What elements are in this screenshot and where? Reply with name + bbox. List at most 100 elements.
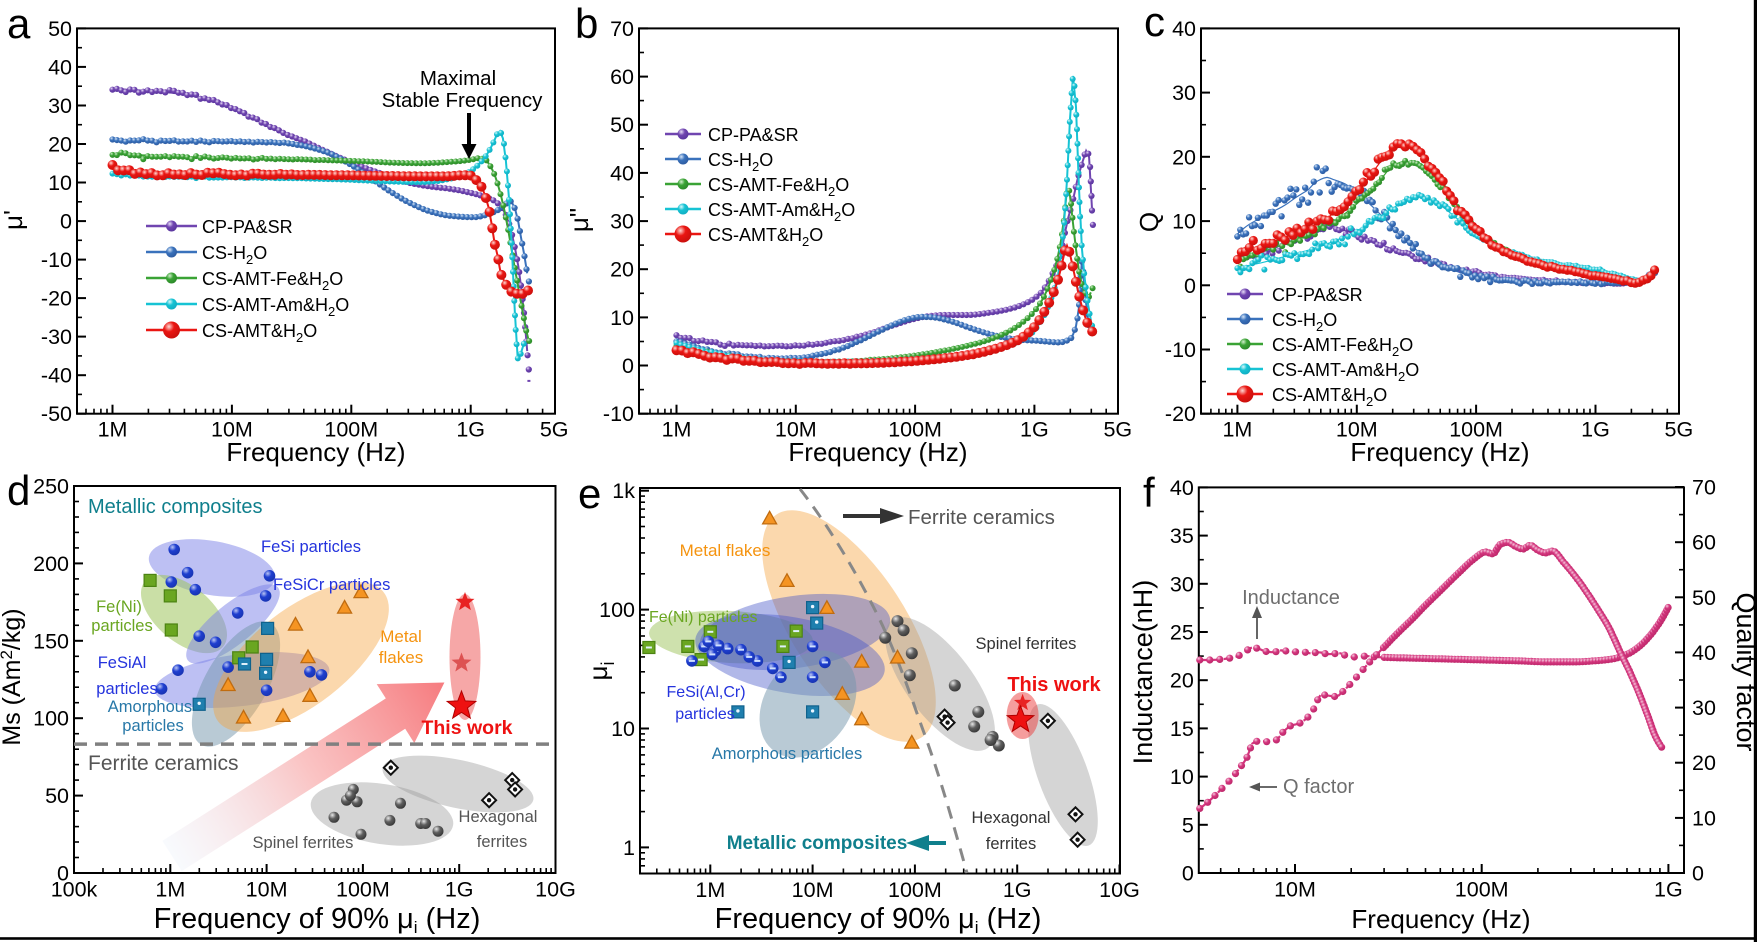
svg-text:FeSiAl: FeSiAl (98, 654, 147, 672)
svg-text:1G: 1G (1003, 878, 1032, 902)
svg-text:CP-PA&SR: CP-PA&SR (202, 217, 293, 237)
svg-text:40: 40 (1170, 476, 1194, 500)
svg-text:This work: This work (421, 717, 512, 739)
svg-text:30: 30 (610, 210, 634, 234)
svg-text:50: 50 (1692, 586, 1716, 610)
svg-text:-20: -20 (41, 287, 72, 311)
svg-text:Ms (Am2/kg): Ms (Am2/kg) (0, 608, 26, 745)
svg-text:100: 100 (599, 598, 635, 622)
svg-text:40: 40 (610, 161, 634, 185)
svg-text:Frequency of 90% μi (Hz): Frequency of 90% μi (Hz) (715, 903, 1042, 937)
svg-text:20: 20 (1170, 669, 1194, 693)
svg-text:a: a (7, 0, 31, 47)
svg-text:Frequency (Hz): Frequency (Hz) (788, 437, 967, 467)
svg-text:10: 10 (48, 171, 72, 195)
svg-text:20: 20 (48, 133, 72, 157)
svg-text:40: 40 (1692, 641, 1716, 665)
svg-text:10M: 10M (1274, 878, 1316, 902)
svg-text:particles: particles (91, 617, 152, 635)
svg-text:100k: 100k (51, 878, 98, 902)
svg-text:Hexagonal: Hexagonal (459, 808, 538, 826)
svg-text:1M: 1M (662, 418, 692, 442)
svg-text:1M: 1M (98, 418, 128, 442)
svg-text:5: 5 (1182, 813, 1194, 837)
svg-text:15: 15 (1170, 717, 1194, 741)
svg-text:-50: -50 (41, 402, 72, 426)
svg-text:b: b (575, 0, 598, 47)
svg-text:0: 0 (622, 354, 634, 378)
svg-text:20: 20 (1692, 751, 1716, 775)
svg-text:1G: 1G (1581, 418, 1610, 442)
svg-text:1M: 1M (1222, 418, 1252, 442)
svg-text:30: 30 (1170, 572, 1194, 596)
svg-text:Ferrite ceramics: Ferrite ceramics (88, 752, 239, 775)
svg-text:10: 10 (610, 306, 634, 330)
svg-text:50: 50 (45, 784, 69, 808)
svg-text:1G: 1G (456, 418, 485, 442)
svg-text:μi: μi (583, 662, 618, 681)
svg-text:30: 30 (48, 94, 72, 118)
svg-text:10: 10 (1692, 806, 1716, 830)
svg-text:100M: 100M (888, 418, 942, 442)
svg-text:-30: -30 (41, 325, 72, 349)
svg-text:10G: 10G (535, 878, 576, 902)
svg-text:10M: 10M (246, 878, 288, 902)
svg-text:Amorphous particles: Amorphous particles (712, 745, 862, 763)
svg-text:Metallic composites: Metallic composites (88, 496, 263, 518)
svg-text:FeSi particles: FeSi particles (261, 538, 361, 556)
svg-text:Metal: Metal (380, 627, 422, 646)
svg-text:Frequency of 90% μi (Hz): Frequency of 90% μi (Hz) (154, 903, 481, 937)
svg-text:Inductance(nH): Inductance(nH) (1128, 580, 1158, 765)
svg-text:100M: 100M (1455, 878, 1509, 902)
svg-text:Quality factor: Quality factor (1731, 592, 1757, 751)
svg-text:-20: -20 (1165, 402, 1196, 426)
svg-text:particles: particles (122, 717, 183, 735)
svg-text:Amorphous: Amorphous (108, 698, 192, 716)
svg-text:150: 150 (33, 629, 69, 653)
svg-text:Maximal: Maximal (420, 67, 496, 90)
svg-text:1M: 1M (695, 878, 725, 902)
svg-text:100M: 100M (888, 878, 942, 902)
svg-text:0: 0 (1182, 862, 1194, 886)
svg-text:25: 25 (1170, 621, 1194, 645)
svg-text:50: 50 (610, 113, 634, 137)
svg-text:μ": μ" (564, 208, 594, 232)
svg-text:250: 250 (33, 475, 69, 499)
svg-text:Fe(Ni) particles: Fe(Ni) particles (649, 609, 757, 626)
svg-text:flakes: flakes (379, 648, 423, 667)
svg-text:This work: This work (1007, 674, 1101, 696)
svg-text:200: 200 (33, 552, 69, 576)
svg-text:-10: -10 (603, 402, 634, 426)
svg-text:10G: 10G (1099, 878, 1140, 902)
svg-text:10: 10 (1172, 210, 1196, 234)
svg-text:Stable Frequency: Stable Frequency (382, 89, 543, 112)
svg-text:30: 30 (1692, 696, 1716, 720)
svg-text:Metallic composites: Metallic composites (727, 833, 908, 854)
svg-text:100: 100 (33, 707, 69, 731)
svg-text:-10: -10 (1165, 338, 1196, 362)
svg-text:CP-PA&SR: CP-PA&SR (708, 125, 799, 145)
svg-text:particles: particles (675, 706, 735, 723)
svg-text:1M: 1M (155, 878, 185, 902)
svg-text:35: 35 (1170, 524, 1194, 548)
svg-text:Ferrite ceramics: Ferrite ceramics (908, 506, 1055, 529)
svg-text:-40: -40 (41, 364, 72, 388)
svg-text:70: 70 (1692, 476, 1716, 500)
svg-text:1G: 1G (1020, 418, 1049, 442)
svg-text:d: d (7, 467, 30, 514)
svg-text:e: e (578, 470, 601, 517)
svg-text:10M: 10M (792, 878, 834, 902)
svg-text:10M: 10M (211, 418, 253, 442)
svg-text:Spinel ferrites: Spinel ferrites (976, 635, 1077, 653)
svg-text:ferrites: ferrites (986, 835, 1036, 853)
svg-text:Spinel ferrites: Spinel ferrites (253, 834, 354, 852)
svg-text:10: 10 (1170, 765, 1194, 789)
svg-text:FeSiCr particles: FeSiCr particles (273, 576, 390, 594)
svg-text:100M: 100M (324, 418, 378, 442)
svg-text:10M: 10M (1336, 418, 1378, 442)
svg-text:-10: -10 (41, 248, 72, 272)
svg-text:0: 0 (57, 862, 69, 886)
svg-text:ferrites: ferrites (477, 833, 527, 851)
svg-text:5G: 5G (1103, 418, 1132, 442)
svg-text:5G: 5G (1665, 418, 1694, 442)
